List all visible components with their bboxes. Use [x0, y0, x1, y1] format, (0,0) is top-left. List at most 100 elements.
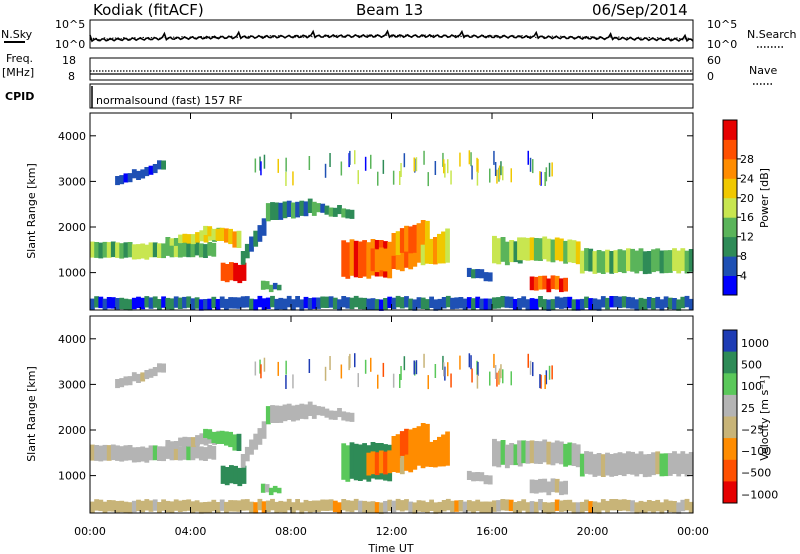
power-cell: [370, 248, 376, 272]
power-cell: [542, 236, 548, 260]
velocity-cell: [420, 423, 426, 453]
y-tick-label: 4000: [58, 333, 86, 346]
velocity-colorbar-tick-label: −1000: [741, 488, 778, 501]
velocity-cell: [182, 499, 187, 512]
velocity-streak: [471, 368, 473, 383]
velocity-cell: [395, 498, 401, 511]
velocity-colorbar-tick-label: −500: [741, 467, 771, 480]
power-cell: [575, 241, 581, 265]
power-streak: [450, 170, 452, 185]
power-cell: [337, 299, 342, 311]
power-cell: [157, 160, 162, 170]
power-streak: [459, 152, 461, 167]
y-tick-label: 4000: [58, 130, 86, 143]
cpid-text: normalsound (fast) 157 RF: [96, 94, 243, 107]
velocity-cell: [249, 501, 254, 514]
power-cell: [471, 269, 476, 279]
power-cell: [332, 207, 338, 217]
power-cell: [123, 298, 129, 311]
power-streak: [502, 166, 504, 181]
power-cell: [291, 299, 296, 311]
power-cell: [224, 298, 229, 311]
power-colorbar-label: Power [dB]: [758, 168, 771, 228]
nave-tick-bottom: 0: [707, 70, 714, 83]
power-cell: [676, 299, 682, 311]
power-cell: [466, 267, 472, 277]
power-cell: [194, 297, 200, 309]
power-cell: [634, 250, 640, 274]
velocity-cell: [609, 499, 615, 511]
velocity-cell: [408, 501, 414, 513]
velocity-cell: [207, 445, 213, 459]
velocity-cell: [626, 499, 631, 512]
nsearch-tick-bottom: 10^0: [707, 38, 737, 51]
power-cell: [672, 248, 677, 271]
velocity-cell: [492, 500, 497, 512]
velocity-cell: [190, 446, 196, 461]
power-cell: [613, 296, 619, 308]
power-streak: [444, 163, 446, 178]
velocity-cell: [487, 501, 493, 513]
power-cell: [626, 248, 631, 272]
date-title: 06/Sep/2014: [592, 1, 688, 19]
power-cell: [240, 251, 246, 265]
velocity-cell: [554, 440, 560, 464]
velocity-streak: [476, 360, 478, 375]
velocity-cell: [224, 501, 229, 514]
power-cell: [257, 295, 263, 308]
power-cell: [429, 296, 434, 308]
velocity-cell: [119, 446, 125, 462]
power-cell: [165, 297, 171, 310]
velocity-cell: [420, 447, 426, 469]
power-cell: [207, 226, 213, 237]
velocity-cell: [466, 470, 472, 480]
velocity-heatmap: [90, 353, 694, 514]
power-cell: [240, 296, 246, 308]
x-tick-label: 08:00: [275, 525, 307, 538]
power-streak: [498, 165, 501, 180]
velocity-cell: [173, 499, 179, 511]
velocity-streak: [494, 365, 497, 379]
velocity-cell: [563, 443, 568, 467]
velocity-cell: [127, 445, 133, 461]
velocity-cell: [131, 447, 137, 463]
velocity-streak: [500, 364, 502, 379]
power-cell: [161, 160, 166, 170]
power-cell: [383, 298, 388, 310]
velocity-streak: [263, 357, 266, 372]
power-cell: [366, 249, 372, 273]
power-cell: [680, 248, 686, 271]
power-cell: [286, 200, 292, 217]
velocity-streak: [510, 371, 512, 386]
power-cell: [533, 276, 539, 291]
power-cell: [651, 249, 656, 273]
velocity-cell: [345, 412, 351, 422]
velocity-cell: [571, 443, 577, 466]
power-colorbar-frame: [722, 119, 738, 296]
velocity-cell: [592, 501, 598, 513]
power-cell: [157, 243, 162, 258]
power-cell: [127, 299, 133, 311]
power-cell: [437, 298, 443, 311]
velocity-cell: [663, 499, 669, 511]
power-streak: [329, 153, 331, 167]
power-cell: [550, 239, 556, 263]
power-cell: [655, 296, 661, 309]
velocity-cell: [106, 445, 112, 461]
power-cell: [538, 296, 543, 308]
power-cell: [546, 299, 552, 311]
power-cell: [224, 264, 230, 283]
velocity-streak: [444, 366, 446, 381]
velocity-cell: [328, 410, 334, 420]
y-tick-label: 1000: [58, 267, 86, 280]
power-cell: [182, 242, 187, 257]
velocity-cell: [94, 445, 99, 461]
velocity-cell: [186, 446, 192, 461]
velocity-colorbar-swatch: [723, 481, 737, 504]
velocity-cell: [286, 498, 292, 511]
velocity-cell: [337, 408, 342, 418]
power-cell: [106, 242, 112, 258]
power-cell: [655, 248, 661, 272]
velocity-cell: [198, 446, 204, 461]
power-cell: [286, 295, 292, 308]
